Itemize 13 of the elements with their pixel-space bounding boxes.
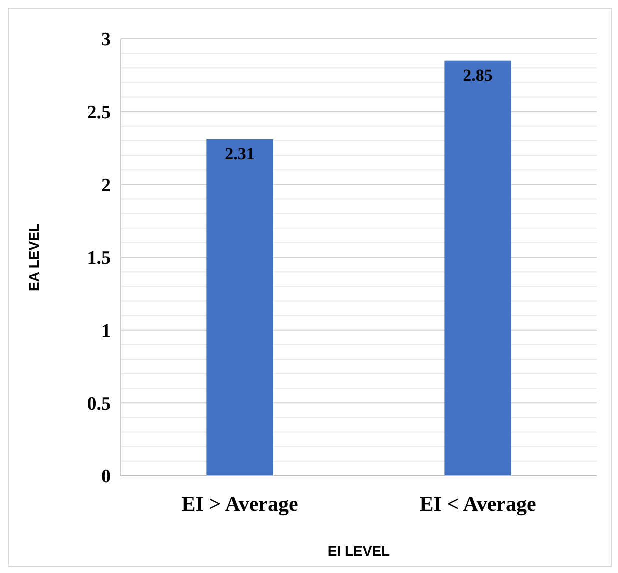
y-tick-label: 2 [102,175,111,196]
y-tick-label: 1 [102,320,111,342]
data-label: 2.85 [463,66,493,85]
y-tick-label: 0.5 [87,394,111,415]
x-tick-label: EI > Average [182,492,298,516]
y-tick-label: 0 [102,466,111,488]
x-axis-title: EI LEVEL [328,543,391,559]
data-label: 2.31 [225,144,255,164]
y-axis-title: EA LEVEL [26,223,42,292]
y-tick-label: 1.5 [87,248,111,270]
x-tick-label: EI < Average [420,492,536,516]
y-tick-label: 2.5 [87,102,111,124]
y-tick-label: 3 [102,30,111,51]
